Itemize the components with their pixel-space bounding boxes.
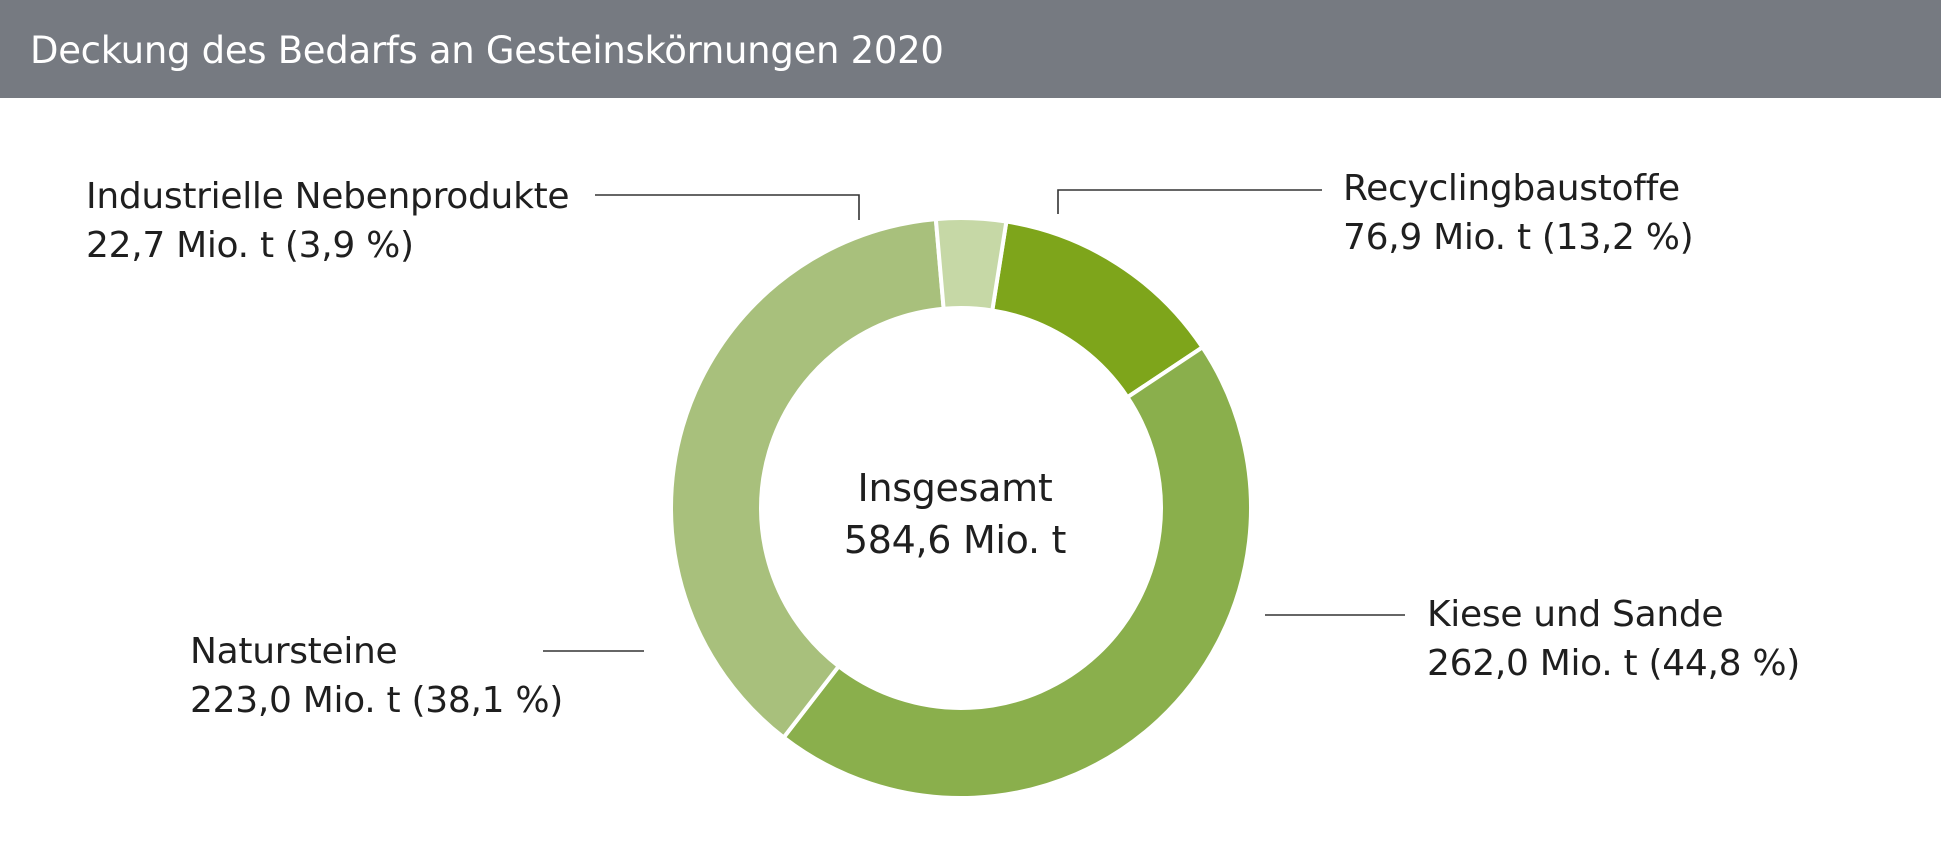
donut-slices bbox=[669, 216, 1253, 800]
leader-line-recyclingbaustoffe bbox=[1057, 189, 1322, 214]
chart-header: Deckung des Bedarfs an Gesteinskörnungen… bbox=[0, 0, 1941, 98]
slice-label-kiese-und-sande: Kiese und Sande 262,0 Mio. t (44,8 %) bbox=[1427, 590, 1800, 688]
donut-slice-kiese-und-sande bbox=[781, 345, 1253, 800]
slice-label-name: Natursteine bbox=[190, 631, 398, 672]
leader-line-industrielle-nebenprodukte bbox=[595, 194, 860, 220]
donut-slice-natursteine bbox=[669, 217, 946, 740]
donut-slice-industrielle-nebenprodukte bbox=[933, 216, 1009, 313]
slice-label-name: Recyclingbaustoffe bbox=[1343, 168, 1680, 209]
chart-title: Deckung des Bedarfs an Gesteinskörnungen… bbox=[30, 29, 944, 72]
slice-label-value: 22,7 Mio. t (3,9 %) bbox=[86, 225, 414, 266]
center-label: Insgesamt 584,6 Mio. t bbox=[835, 462, 1075, 566]
slice-label-name: Industrielle Nebenprodukte bbox=[86, 176, 570, 217]
slice-label-name: Kiese und Sande bbox=[1427, 594, 1724, 635]
slice-label-value: 223,0 Mio. t (38,1 %) bbox=[190, 680, 564, 721]
slice-label-natursteine: Natursteine 223,0 Mio. t (38,1 %) bbox=[190, 627, 563, 725]
slice-label-industrielle-nebenprodukte: Industrielle Nebenprodukte 22,7 Mio. t (… bbox=[86, 172, 570, 270]
center-label-title: Insgesamt bbox=[857, 466, 1053, 510]
slice-label-value: 262,0 Mio. t (44,8 %) bbox=[1427, 643, 1801, 684]
slice-label-value: 76,9 Mio. t (13,2 %) bbox=[1343, 217, 1694, 258]
leader-lines bbox=[543, 189, 1405, 652]
slice-label-recyclingbaustoffe: Recyclingbaustoffe 76,9 Mio. t (13,2 %) bbox=[1343, 164, 1694, 262]
center-label-total: 584,6 Mio. t bbox=[843, 518, 1067, 562]
